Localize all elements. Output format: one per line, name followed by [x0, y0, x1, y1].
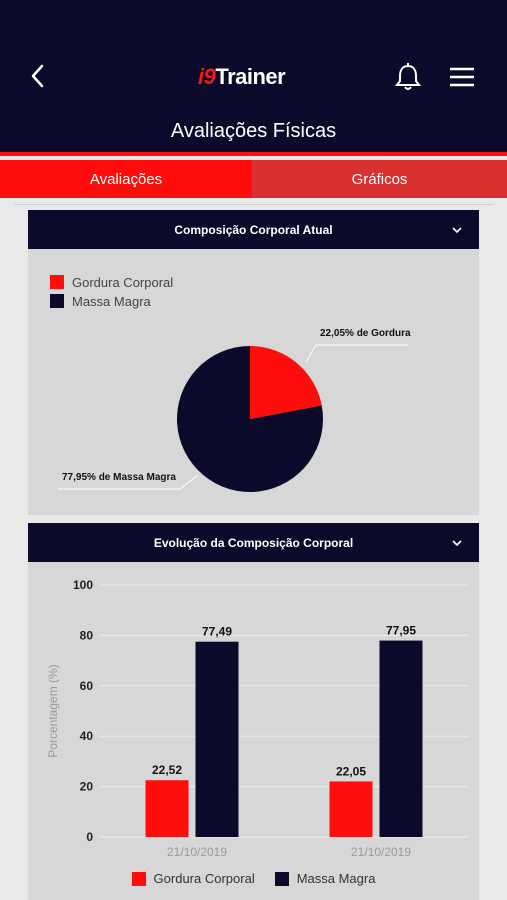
pie-leader-line — [58, 474, 199, 490]
pie-data-label: 77,95% de Massa Magra — [62, 472, 176, 483]
legend-label: Massa Magra — [296, 871, 376, 886]
legend-swatch — [50, 294, 64, 308]
menu-button[interactable] — [448, 66, 476, 88]
divider — [14, 204, 493, 205]
y-tick-label: 60 — [80, 679, 94, 693]
legend-label: Massa Magra — [72, 293, 151, 309]
chevron-down-icon[interactable] — [451, 224, 463, 236]
header-accent-line — [0, 152, 507, 156]
app-header: i9 Trainer Avaliações Físicas — [0, 0, 507, 152]
bar — [145, 780, 189, 837]
legend-item: Gordura Corporal — [50, 273, 173, 291]
bar-data-label: 77,49 — [202, 625, 232, 639]
legend-label: Gordura Corporal — [153, 871, 255, 886]
pie-slice — [177, 346, 323, 492]
pie-data-label: 22,05% de Gordura — [320, 328, 411, 339]
legend-item: Gordura Corporal — [131, 871, 255, 886]
hamburger-menu-icon — [450, 67, 474, 87]
card-header[interactable]: Evolução da Composição Corporal — [28, 523, 479, 562]
bar — [195, 641, 239, 837]
legend-item: Massa Magra — [274, 871, 376, 886]
back-button[interactable] — [28, 62, 50, 90]
y-tick-label: 80 — [80, 628, 94, 642]
legend-label: Gordura Corporal — [72, 274, 174, 290]
y-tick-label: 40 — [80, 729, 94, 743]
x-tick-label: 21/10/2019 — [167, 845, 227, 859]
bell-icon — [395, 63, 421, 90]
x-tick-label: 21/10/2019 — [351, 845, 411, 859]
y-tick-label: 100 — [73, 578, 93, 592]
y-axis-label: Porcentagem (%) — [46, 664, 60, 757]
bar — [329, 781, 373, 837]
legend-swatch — [50, 275, 64, 289]
legend-item: Massa Magra — [50, 292, 173, 310]
pie-slice — [250, 346, 322, 419]
tab-avaliacoes[interactable]: Avaliações — [0, 160, 252, 198]
card-header[interactable]: Composição Corporal Atual — [28, 210, 479, 249]
chevron-down-icon[interactable] — [451, 537, 463, 549]
bar-data-label: 22,05 — [336, 764, 366, 778]
card-title: Evolução da Composição Corporal — [153, 535, 354, 550]
pie-legend: Gordura Corporal Massa Magra — [50, 273, 173, 311]
legend-swatch — [131, 871, 146, 886]
bar-chart: 0 20 40 60 80 100 Porcentagem (%) 22,52 77,49 21/… — [46, 578, 468, 859]
bar-legend: Gordura Corporal Massa Magra — [28, 871, 479, 886]
legend-swatch — [274, 871, 289, 886]
tab-bar: Avaliações Gráficos — [0, 160, 507, 198]
composition-evolution-card: Evolução da Composição Corporal 0 20 40 60 8… — [28, 523, 479, 900]
bar — [379, 640, 423, 837]
logo-suffix: Trainer — [215, 64, 286, 89]
current-composition-card: Composição Corporal Atual Gordura Corpor… — [28, 210, 479, 515]
y-tick-label: 0 — [86, 830, 93, 844]
back-arrow-icon — [31, 64, 44, 88]
notifications-button[interactable] — [393, 62, 423, 92]
page-title: Avaliações Físicas — [170, 120, 337, 142]
tab-graficos[interactable]: Gráficos — [252, 160, 507, 198]
app-logo: i9 Trainer — [198, 62, 286, 92]
logo-prefix: i9 — [198, 64, 216, 89]
pie-leader-line — [305, 344, 408, 363]
card-title: Composição Corporal Atual — [174, 222, 333, 237]
bar-data-label: 77,95 — [386, 624, 416, 638]
y-tick-label: 20 — [80, 780, 94, 794]
bar-data-label: 22,52 — [152, 763, 182, 777]
pie-chart: 22,05% de Gordura 77,95% de Massa Magra — [58, 328, 411, 492]
